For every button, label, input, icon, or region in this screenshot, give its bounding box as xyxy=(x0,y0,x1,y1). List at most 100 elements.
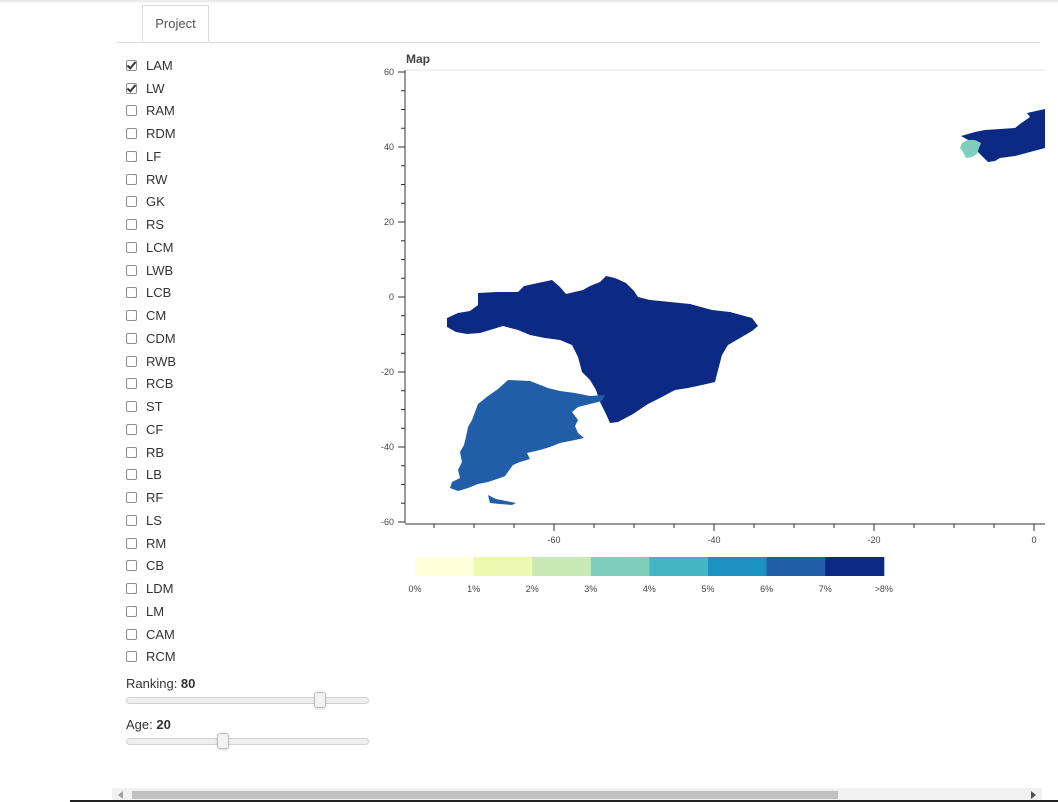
legend-swatch xyxy=(415,557,475,576)
age-slider-group: Age: 20 xyxy=(126,717,370,749)
checkbox[interactable] xyxy=(126,605,137,617)
region-brazil xyxy=(447,276,758,423)
checkbox-label: CDM xyxy=(146,330,176,346)
position-option-lf[interactable]: LF xyxy=(126,145,176,168)
scroll-left-icon[interactable] xyxy=(118,791,123,799)
position-option-ls[interactable]: LS xyxy=(126,509,176,532)
checkbox[interactable] xyxy=(126,355,137,367)
x-tick-label: -60 xyxy=(547,535,560,545)
checkbox[interactable] xyxy=(126,196,137,208)
checkbox[interactable] xyxy=(126,287,137,299)
x-tick-label: -40 xyxy=(707,535,720,545)
position-option-lw[interactable]: LW xyxy=(126,77,176,100)
position-option-cf[interactable]: CF xyxy=(126,418,176,441)
position-option-lcm[interactable]: LCM xyxy=(126,236,176,259)
region-spain xyxy=(961,109,1045,162)
checkbox[interactable] xyxy=(126,651,137,663)
region-argentina xyxy=(450,380,605,491)
checkbox[interactable] xyxy=(126,401,137,413)
tab-project[interactable]: Project xyxy=(142,5,209,42)
legend-label: 2% xyxy=(526,584,539,594)
age-slider-track[interactable] xyxy=(126,733,369,749)
position-option-cam[interactable]: CAM xyxy=(126,623,176,646)
position-option-cdm[interactable]: CDM xyxy=(126,327,176,350)
position-option-lam[interactable]: LAM xyxy=(126,54,176,77)
position-option-rwb[interactable]: RWB xyxy=(126,350,176,373)
legend-swatch xyxy=(590,557,650,576)
position-option-gk[interactable]: GK xyxy=(126,191,176,214)
checkbox[interactable] xyxy=(126,219,137,231)
position-option-cb[interactable]: CB xyxy=(126,555,176,578)
color-legend: 0% 1% 2% 3% 4% 5% 6% 7% >8% xyxy=(408,557,893,594)
checkbox[interactable] xyxy=(126,514,137,526)
legend-swatch xyxy=(708,557,768,576)
age-slider-handle[interactable] xyxy=(217,733,230,749)
checkbox[interactable] xyxy=(126,82,137,94)
checkbox[interactable] xyxy=(126,173,137,185)
checkbox[interactable] xyxy=(126,446,137,458)
checkbox[interactable] xyxy=(126,492,137,504)
checkbox-label: LDM xyxy=(146,581,174,597)
checkbox[interactable] xyxy=(126,105,137,117)
checkbox[interactable] xyxy=(126,378,137,390)
checkbox[interactable] xyxy=(126,423,137,435)
position-option-rw[interactable]: RW xyxy=(126,168,176,191)
checkbox[interactable] xyxy=(126,332,137,344)
checkbox-label: CAM xyxy=(146,626,175,642)
checkbox[interactable] xyxy=(126,560,137,572)
position-option-cm[interactable]: CM xyxy=(126,304,176,327)
position-option-ldm[interactable]: LDM xyxy=(126,577,176,600)
map-title: Map xyxy=(406,52,430,66)
y-tick-label: 60 xyxy=(384,67,394,77)
checkbox-label: GK xyxy=(146,194,165,210)
ranking-slider-track[interactable] xyxy=(126,692,369,708)
checkbox[interactable] xyxy=(126,310,137,322)
position-option-lcb[interactable]: LCB xyxy=(126,282,176,305)
checkbox-label: LCM xyxy=(146,239,174,255)
checkbox-label: LWB xyxy=(146,262,174,278)
checkbox[interactable] xyxy=(126,628,137,640)
checkbox[interactable] xyxy=(126,128,137,140)
checkbox[interactable] xyxy=(126,150,137,162)
legend-swatch xyxy=(766,557,826,576)
position-option-rdm[interactable]: RDM xyxy=(126,122,176,145)
checkbox[interactable] xyxy=(126,264,137,276)
position-option-rb[interactable]: RB xyxy=(126,441,176,464)
y-tick-label: 20 xyxy=(384,217,394,227)
y-tick-label: -60 xyxy=(381,517,394,527)
position-option-rs[interactable]: RS xyxy=(126,213,176,236)
legend-label: 0% xyxy=(408,584,421,594)
checkbox[interactable] xyxy=(126,241,137,253)
horizontal-scrollbar[interactable] xyxy=(112,788,1042,802)
checkbox-label: CB xyxy=(146,558,165,574)
y-tick-label: 40 xyxy=(384,142,394,152)
checkbox[interactable] xyxy=(126,537,137,549)
checkbox-label: RS xyxy=(146,217,165,233)
checkbox-label: RWB xyxy=(146,353,177,369)
checkbox-label: CM xyxy=(146,308,167,324)
scrollbar-thumb[interactable] xyxy=(132,791,838,799)
checkbox[interactable] xyxy=(126,469,137,481)
checkbox-label: RCB xyxy=(146,376,174,392)
window-bottom-edge xyxy=(70,800,1058,802)
y-tick-label: -40 xyxy=(381,442,394,452)
position-option-rcm[interactable]: RCM xyxy=(126,646,176,669)
position-option-st[interactable]: ST xyxy=(126,395,176,418)
ranking-slider-handle[interactable] xyxy=(313,692,326,708)
checkbox[interactable] xyxy=(126,59,137,71)
checkbox-label: LCB xyxy=(146,285,172,301)
position-option-rcb[interactable]: RCB xyxy=(126,373,176,396)
checkbox[interactable] xyxy=(126,583,137,595)
position-option-rf[interactable]: RF xyxy=(126,486,176,509)
x-tick-label: 0 xyxy=(1031,535,1036,545)
legend-swatch xyxy=(532,557,592,576)
age-value: 20 xyxy=(156,717,171,732)
y-tick-label: 0 xyxy=(389,292,394,302)
position-option-lb[interactable]: LB xyxy=(126,464,176,487)
position-option-ram[interactable]: RAM xyxy=(126,100,176,123)
position-option-lm[interactable]: LM xyxy=(126,600,176,623)
position-option-lwb[interactable]: LWB xyxy=(126,259,176,282)
scroll-right-icon[interactable] xyxy=(1031,791,1036,799)
position-option-rm[interactable]: RM xyxy=(126,532,176,555)
checkbox-label: LW xyxy=(146,80,165,96)
